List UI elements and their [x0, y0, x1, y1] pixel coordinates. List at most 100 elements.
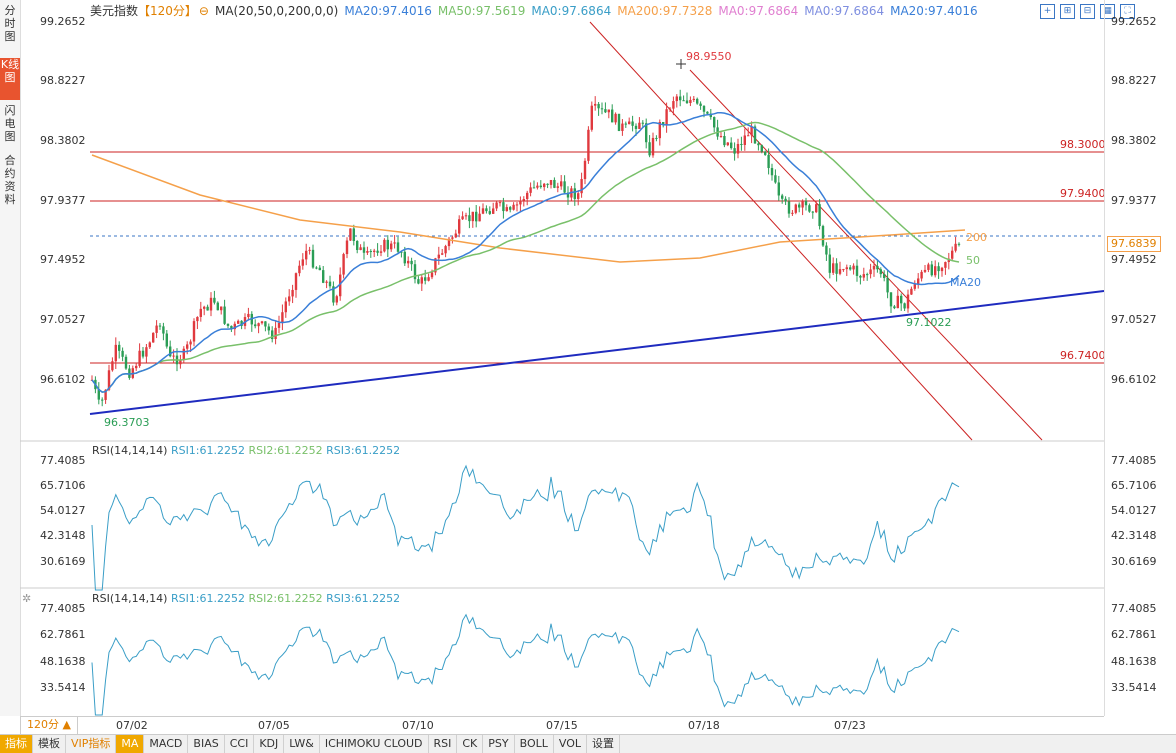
candle-body [206, 306, 209, 311]
price-axis-label: 98.3802 [1111, 134, 1157, 147]
candle-body [804, 201, 808, 206]
candle-body [815, 204, 818, 213]
price-axis: 99.2652 98.8227 98.3802 97.9377 97.4952 … [1104, 0, 1176, 716]
high-annotation: 98.9550 [686, 50, 732, 63]
ma20-value: MA20:97.4016 [890, 4, 978, 18]
candle-body [634, 125, 638, 129]
price-axis-label: 97.9377 [1111, 194, 1157, 207]
rsi2-left-label: 48.1638 [40, 655, 86, 668]
candle-body [498, 202, 502, 204]
candle-body [879, 269, 882, 275]
candle-body [172, 355, 175, 357]
toolbar-bias[interactable]: BIAS [188, 735, 225, 753]
candle-body [910, 288, 913, 295]
candlesticks [90, 89, 961, 407]
panel-settings-icon[interactable]: ✲ [22, 592, 32, 605]
low-annotation: 96.3703 [104, 416, 150, 429]
toolbar-ck[interactable]: CK [457, 735, 484, 753]
rsi-line-panel2 [91, 613, 960, 716]
candle-body [611, 109, 614, 123]
toolbar-ichimoku[interactable]: ICHIMOKU CLOUD [320, 735, 429, 753]
rsi1-axis-label: 54.0127 [1111, 504, 1157, 517]
candle-body [600, 108, 604, 110]
candle-body [155, 325, 158, 333]
toolbar-vip-indicators[interactable]: VIP指标 [66, 735, 117, 753]
candle-body [203, 306, 206, 309]
candle-body [101, 399, 104, 401]
toolbar-vol[interactable]: VOL [554, 735, 588, 753]
candle-body [318, 267, 321, 271]
tab-contract-info[interactable]: 合约资料 [4, 154, 16, 206]
candle-body [209, 297, 213, 311]
candle-body [889, 292, 893, 307]
candle-body [158, 325, 162, 327]
candle-body [876, 265, 879, 270]
grid-icon[interactable]: ▦ [1100, 4, 1115, 19]
candle-body [519, 200, 522, 205]
rsi1-axis-label: 42.3148 [1111, 529, 1157, 542]
candle-body [447, 238, 451, 247]
toolbar-cci[interactable]: CCI [225, 735, 255, 753]
candle-body [723, 136, 726, 146]
candle-body [866, 274, 869, 276]
candle-body [811, 211, 814, 213]
candle-body [913, 284, 916, 289]
candle-body [648, 142, 651, 156]
toolbar-templates[interactable]: 模板 [33, 735, 66, 753]
toolbar-macd[interactable]: MACD [144, 735, 189, 753]
candle-body [614, 113, 617, 123]
candle-body [383, 239, 386, 252]
candle-body [607, 109, 610, 113]
candle-body [359, 247, 362, 251]
price-axis-label: 99.2652 [1111, 15, 1157, 28]
toolbar-indicators[interactable]: 指标 [0, 735, 33, 753]
toolbar-ma[interactable]: MA [116, 735, 145, 753]
candle-body [543, 183, 546, 188]
left-price-label: 99.2652 [40, 15, 86, 28]
candle-body [774, 175, 777, 183]
candle-body [692, 98, 695, 100]
toolbar-boll[interactable]: BOLL [515, 735, 554, 753]
candle-body [410, 260, 413, 265]
tab-flash[interactable]: 闪电图 [4, 104, 16, 143]
candle-body [424, 277, 427, 281]
zoom-in-icon[interactable]: ⊞ [1060, 4, 1075, 19]
candle-body [121, 350, 124, 357]
candle-body [379, 251, 383, 253]
candle-body [682, 100, 685, 102]
settings-icon[interactable]: ⊖ [198, 4, 209, 18]
toolbar-lw[interactable]: LW& [284, 735, 320, 753]
candle-body [709, 113, 712, 118]
candle-body [855, 265, 859, 276]
candle-body [927, 264, 930, 270]
candle-body [631, 121, 634, 126]
candle-body [617, 113, 621, 131]
candle-body [736, 143, 740, 154]
chart-canvas[interactable] [0, 0, 1104, 716]
candle-body [271, 330, 274, 340]
candle-body [702, 105, 706, 112]
date-label: 07/05 [258, 719, 290, 732]
tab-kline[interactable]: K线图 [0, 58, 20, 100]
candle-body [107, 370, 111, 390]
candle-body [583, 160, 587, 180]
toolbar-kdj[interactable]: KDJ [254, 735, 285, 753]
period-selector[interactable]: 120分 ▲ [20, 716, 78, 735]
period-tag: 【120分】 [138, 4, 197, 18]
candle-body [114, 344, 117, 362]
candle-body [345, 240, 349, 255]
candle-body [471, 211, 474, 222]
tab-time-sharing[interactable]: 分时图 [4, 4, 16, 43]
date-label: 07/15 [546, 719, 578, 732]
crosshair-icon[interactable]: + [1040, 4, 1055, 19]
zoom-out-icon[interactable]: ⊟ [1080, 4, 1095, 19]
candle-body [216, 302, 219, 311]
candle-body [427, 277, 430, 281]
toolbar-settings[interactable]: 设置 [587, 735, 621, 753]
toolbar-rsi[interactable]: RSI [429, 735, 458, 753]
candle-body [580, 179, 583, 194]
candle-body [325, 281, 328, 283]
fullscreen-icon[interactable]: ⛶ [1120, 4, 1135, 19]
candle-body [679, 96, 682, 101]
toolbar-psy[interactable]: PSY [483, 735, 515, 753]
